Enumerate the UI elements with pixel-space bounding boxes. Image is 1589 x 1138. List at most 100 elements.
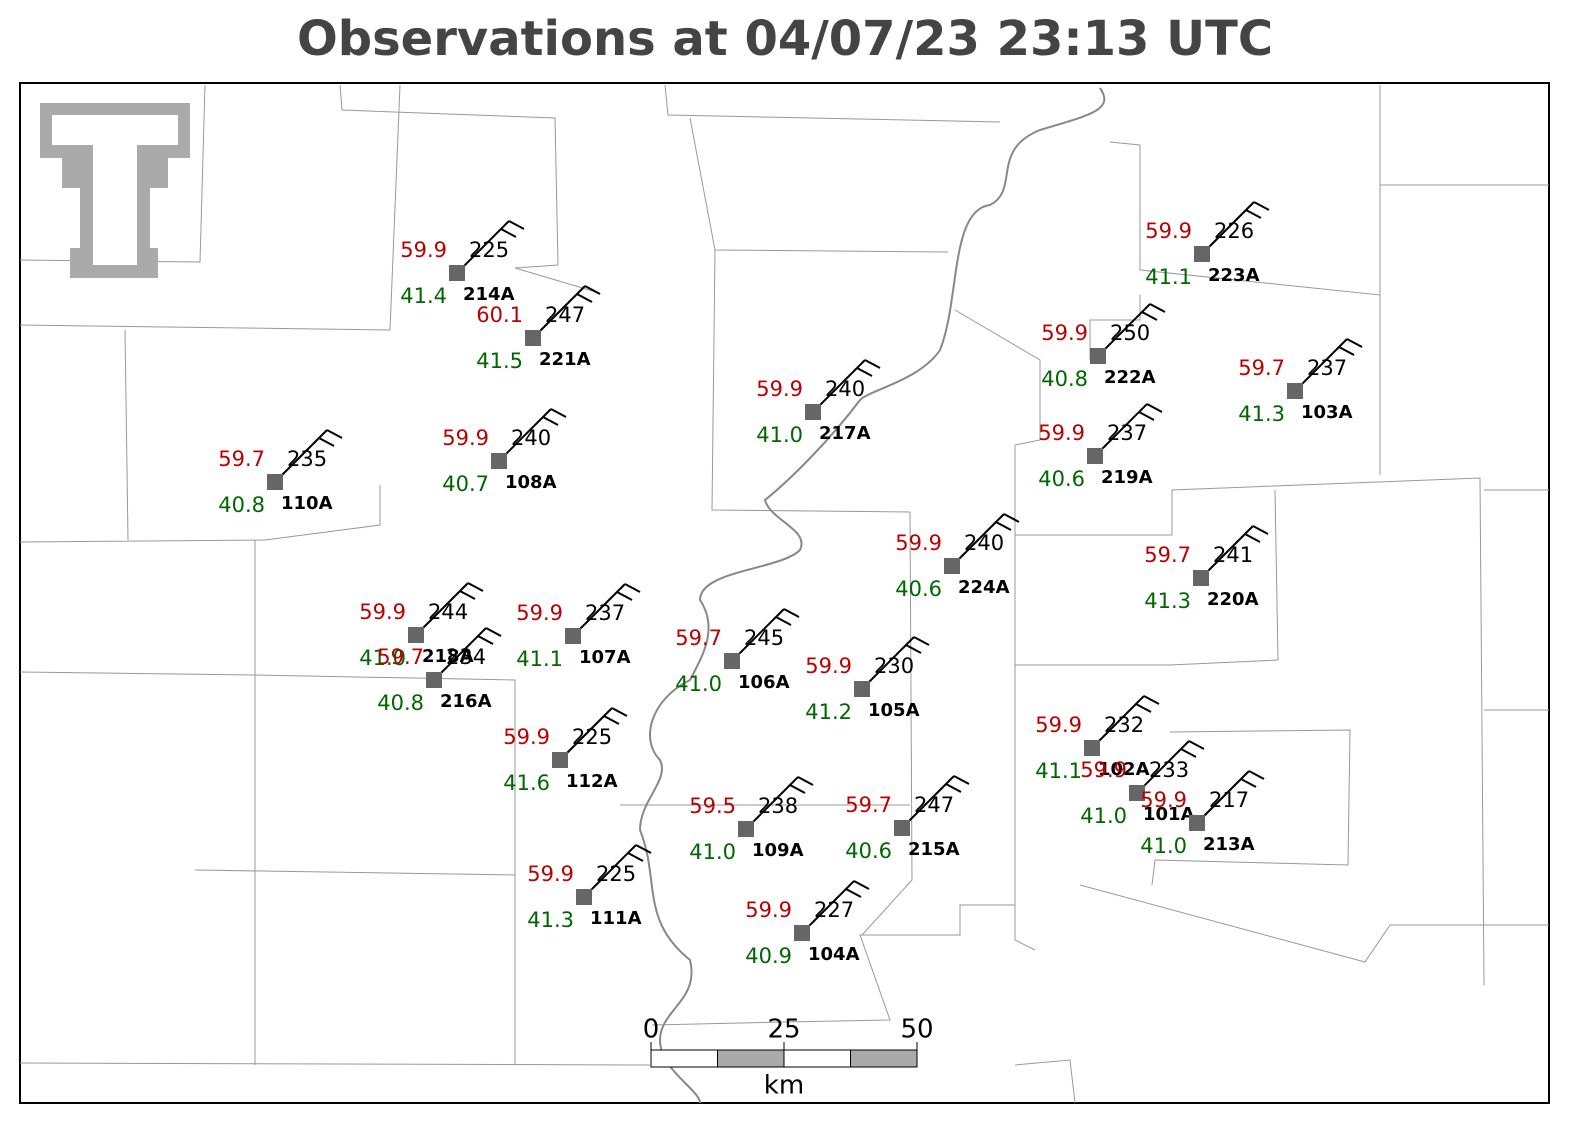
wind-barb [1244, 533, 1261, 543]
station-id: 110A [281, 493, 333, 514]
station: 59.7 237 41.3 103A [1238, 338, 1363, 426]
station-id: 105A [868, 700, 920, 721]
station: 59.9 244 41.0 218A [359, 582, 484, 670]
wind-barb [467, 582, 484, 592]
wind-barb [635, 844, 652, 854]
station-marker [738, 821, 754, 837]
wind-barb [1294, 338, 1348, 392]
dewpoint: 40.6 [1038, 467, 1085, 491]
station: 59.7 235 40.8 110A [218, 429, 343, 517]
station: 59.9 226 41.1 223A [1145, 201, 1270, 289]
title: Observations at 04/07/23 23:13 UTC [297, 11, 1273, 67]
wind-barb [572, 583, 626, 637]
dewpoint: 41.4 [400, 284, 447, 308]
dewpoint: 40.9 [745, 944, 792, 968]
station: 59.7 247 40.6 215A [845, 775, 970, 863]
wind-barb [797, 776, 814, 786]
dewpoint: 41.6 [503, 771, 550, 795]
station: 59.9 237 41.1 107A [516, 583, 641, 671]
wind-barb [1149, 303, 1166, 313]
station-id: 109A [752, 840, 804, 861]
temperature: 59.7 [218, 447, 265, 471]
station-id: 218A [422, 646, 474, 667]
station: 59.9 240 40.7 108A [442, 408, 567, 496]
scale-segment [850, 1049, 918, 1068]
station-id: 108A [505, 472, 557, 493]
dewpoint: 40.8 [1041, 367, 1088, 391]
temperature: 59.7 [377, 645, 424, 669]
scale-label: 25 [767, 1015, 800, 1045]
dewpoint: 40.8 [218, 493, 265, 517]
wind-barb [783, 608, 800, 618]
wind-barb [864, 359, 881, 369]
scale-label: 0 [643, 1015, 660, 1045]
dewpoint: 41.0 [675, 672, 722, 696]
dewpoint: 41.1 [1145, 265, 1192, 289]
temperature: 59.9 [745, 898, 792, 922]
wind-barb [532, 285, 586, 339]
wind-barb [1097, 303, 1151, 357]
pressure: 232 [1104, 713, 1144, 737]
temperature: 59.7 [1238, 356, 1285, 380]
wind-barb [1146, 403, 1163, 413]
river [638, 87, 1106, 1104]
scale-segment [783, 1049, 851, 1068]
dewpoint: 41.1 [516, 647, 563, 671]
wind-barb [856, 367, 873, 377]
station-id: 107A [579, 647, 631, 668]
wind-barb [745, 776, 799, 830]
wind-barb [274, 429, 328, 483]
pressure: 237 [1107, 421, 1147, 445]
wind-barb [853, 880, 870, 890]
map-frame [19, 82, 1550, 1104]
temperature: 59.7 [845, 793, 892, 817]
scale-unit: km [764, 1071, 804, 1101]
station: 59.9 225 41.3 111A [527, 844, 652, 932]
station-id: 223A [1208, 265, 1260, 286]
station-marker [267, 474, 283, 490]
wind-barb [1248, 770, 1265, 780]
temperature: 59.9 [1080, 758, 1127, 782]
wind-barb [951, 513, 1005, 567]
wind-barb [498, 408, 552, 462]
wind-barb [459, 590, 476, 600]
station-id: 106A [738, 672, 790, 693]
dewpoint: 41.3 [1238, 402, 1285, 426]
dewpoint: 41.1 [1035, 759, 1082, 783]
station-marker [1193, 570, 1209, 586]
pressure: 225 [572, 725, 612, 749]
station-marker [724, 653, 740, 669]
wind-barb [845, 888, 862, 898]
wind-barb [1180, 748, 1197, 758]
dewpoint: 40.6 [845, 839, 892, 863]
wind-barb [1346, 338, 1363, 348]
station-id: 222A [1104, 367, 1156, 388]
dewpoint: 41.0 [1140, 834, 1187, 858]
temperature: 59.9 [359, 600, 406, 624]
wind-barb [1136, 740, 1190, 794]
station: 59.9 237 40.6 219A [1038, 403, 1163, 491]
temperature: 59.9 [503, 725, 550, 749]
station-id: 214A [463, 284, 515, 305]
pressure: 240 [511, 426, 551, 450]
temperature: 59.9 [527, 862, 574, 886]
wind-barb [901, 775, 955, 829]
pressure: 225 [596, 862, 636, 886]
pressure: 225 [469, 238, 509, 262]
station: 59.5 238 41.0 109A [689, 776, 814, 864]
dewpoint: 41.0 [1080, 804, 1127, 828]
wind-barb [508, 220, 525, 230]
station: 59.7 241 41.3 220A [1144, 525, 1269, 613]
temperature: 59.9 [516, 601, 563, 625]
station-id: 103A [1301, 402, 1353, 423]
station-id: 224A [958, 577, 1010, 598]
wind-barb [953, 775, 970, 785]
station: 59.7 234 40.8 216A [377, 627, 502, 715]
wind-barb [775, 616, 792, 626]
station-marker [1084, 740, 1100, 756]
pressure: 245 [744, 626, 784, 650]
temperature: 59.9 [1041, 321, 1088, 345]
station-marker [565, 628, 581, 644]
station: 59.9 240 41.0 217A [756, 359, 881, 447]
